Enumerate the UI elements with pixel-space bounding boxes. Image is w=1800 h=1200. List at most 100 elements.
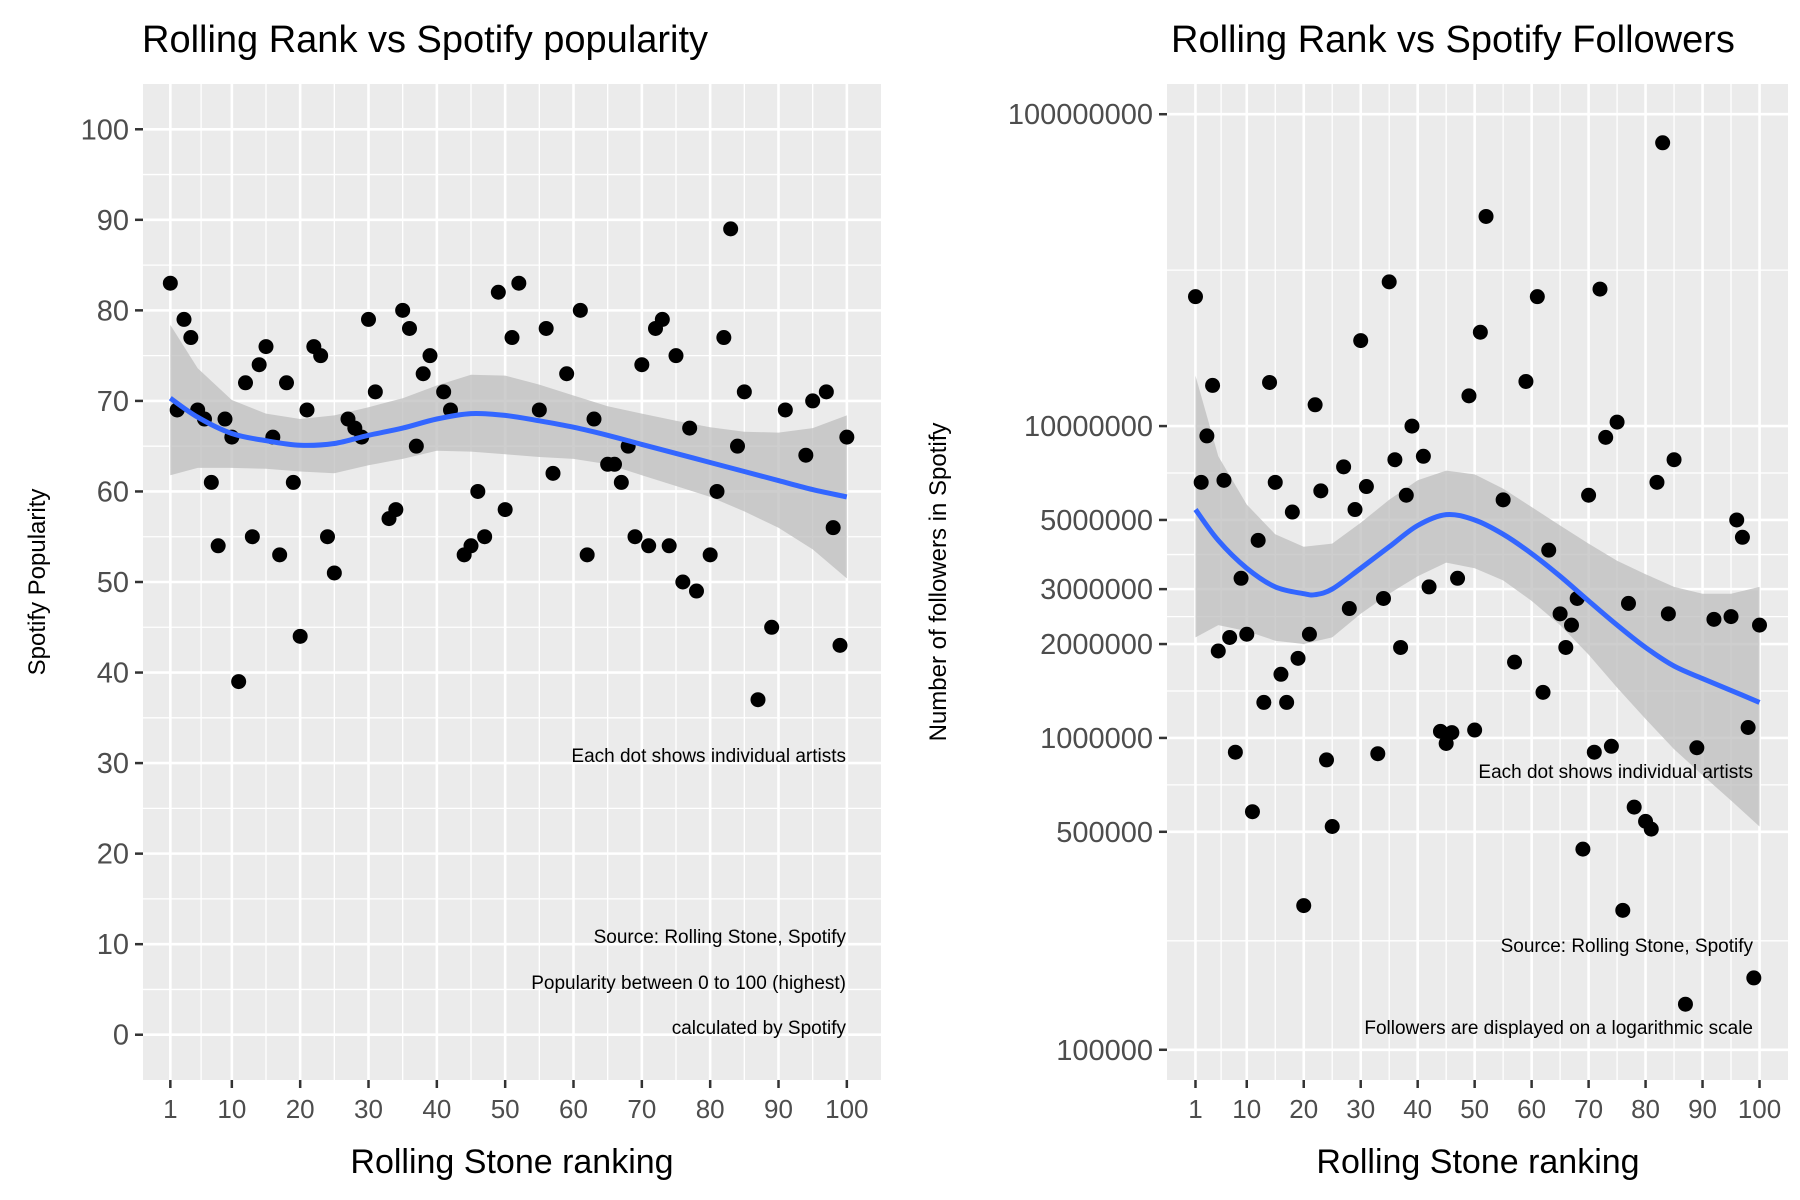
left-data-point [238,375,253,391]
right-data-point [1233,570,1249,586]
right-source-line-1: Source: Rolling Stone, Spotify [1501,936,1754,957]
left-y-tick-label: 80 [97,295,129,327]
right-data-point [1227,744,1243,760]
left-y-tick-label: 20 [97,839,129,871]
left-data-point [531,402,547,418]
left-data-point [326,565,342,581]
left-data-point [730,438,745,454]
right-data-point [1740,720,1756,736]
right-x-tick-label: 30 [1346,1094,1375,1124]
right-data-point [1324,818,1340,834]
right-data-point [1581,487,1597,503]
left-data-point [210,538,226,554]
left-data-point [798,447,814,463]
left-data-point [497,502,513,518]
right-x-tick-label: 80 [1631,1094,1660,1124]
left-data-point [203,474,219,490]
left-data-point [675,574,691,590]
left-y-tick-label: 90 [97,205,129,237]
left-x-tick-label: 50 [491,1094,520,1124]
right-y-tick-label: 500000 [1056,817,1153,849]
right-data-point [1564,617,1580,633]
right-x-tick-label: 20 [1289,1094,1318,1124]
left-data-point [682,420,698,436]
right-data-point [1518,373,1534,389]
right-data-point [1552,606,1568,622]
right-data-point [1444,725,1460,741]
right-data-point [1404,418,1420,434]
right-x-tick-label: 60 [1517,1094,1546,1124]
left-x-tick-label: 80 [696,1094,725,1124]
right-x-tick-label: 10 [1232,1094,1261,1124]
left-x-tick-label: 100 [825,1094,868,1124]
right-data-point [1729,512,1745,528]
right-data-point [1336,459,1352,475]
right-data-point [1205,377,1221,393]
left-y-tick-label: 50 [97,567,129,599]
left-data-point [545,465,561,481]
right-data-point [1432,723,1448,739]
left-data-point [162,275,178,291]
left-data-point [702,547,718,563]
left-x-tick-label: 90 [764,1094,793,1124]
left-smooth-line [168,396,848,500]
right-data-point [1558,639,1574,655]
right-data-point [1301,626,1317,642]
left-y-tick-label: 10 [97,929,129,961]
right-data-point [1187,289,1203,305]
left-y-axis-label: Spotify Popularity [24,489,51,676]
left-data-point [490,284,506,300]
right-data-point [1734,529,1750,545]
left-data-point [463,538,479,554]
left-chart: Rolling Rank vs Spotify popularity 1 10 20… [24,19,881,1181]
right-data-point [1358,479,1374,495]
left-data-point [607,456,622,472]
right-data-point [1290,650,1306,666]
right-data-point [1615,902,1631,918]
left-data-point [251,357,267,373]
left-data-point [183,330,199,346]
right-data-point [1256,694,1272,710]
right-data-point [1626,799,1642,815]
right-data-point [1586,744,1602,760]
left-x-tick-label: 10 [217,1094,246,1124]
right-y-tick-label: 100000 [1056,1035,1153,1067]
left-data-point [634,357,650,373]
left-data-point [709,483,725,499]
right-y-tick-label: 2000000 [1040,629,1153,661]
right-data-point [1660,606,1676,622]
left-data-point [367,384,383,400]
right-data-point [1598,429,1614,445]
right-data-point [1296,898,1312,914]
right-y-tick-label: 3000000 [1040,574,1153,606]
left-data-point [839,429,855,445]
right-data-point [1472,324,1488,340]
right-data-point [1575,841,1591,857]
left-data-point [272,547,288,563]
right-data-point [1415,448,1431,464]
right-data-point [1313,483,1329,499]
right-data-point [1421,579,1437,595]
left-data-point [764,619,780,635]
right-data-point [1393,639,1409,655]
right-data-point [1649,474,1665,490]
right-data-point [1199,428,1215,444]
right-y-tick-label: 10000000 [1024,411,1153,443]
right-note: Each dot shows individual artists [1478,762,1753,783]
right-data-point [1603,738,1619,754]
left-data-point [176,311,192,327]
right-data-point [1677,996,1693,1012]
right-data-point [1319,752,1335,768]
left-source-line-3: calculated by Spotify [672,1018,847,1039]
right-data-point [1723,609,1739,625]
left-data-point [217,411,233,427]
right-chart: Rolling Rank vs Spotify Followers 1 10 20 3… [925,19,1788,1181]
left-data-point [408,438,424,454]
left-x-tick-label: 30 [354,1094,383,1124]
left-x-tick-label: 60 [559,1094,588,1124]
left-data-point [736,384,752,400]
left-y-tick-label: 0 [113,1020,129,1052]
left-data-point [805,393,821,409]
right-data-point [1273,666,1289,682]
right-data-point [1222,629,1238,645]
